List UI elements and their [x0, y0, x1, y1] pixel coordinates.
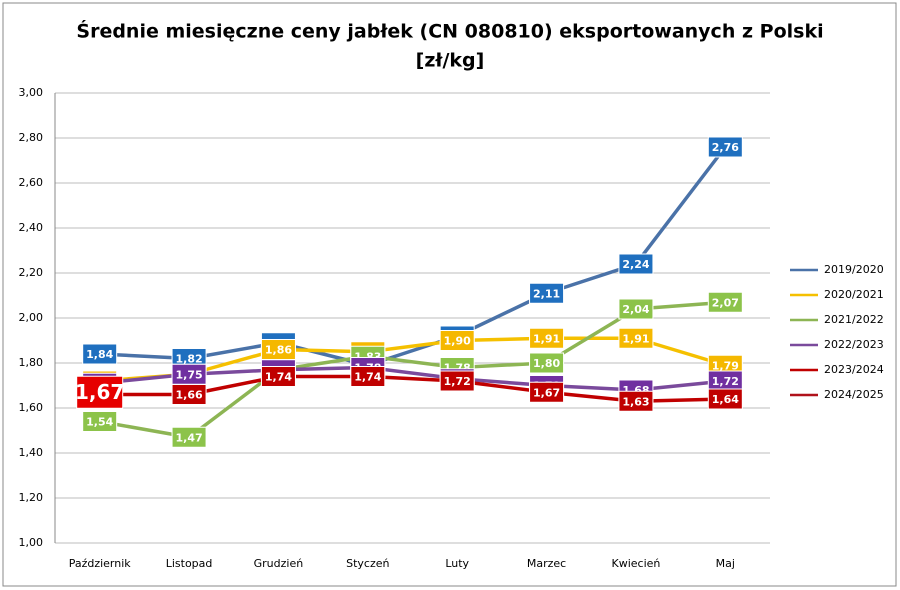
data-label: 1,74	[354, 371, 381, 384]
x-tick-label: Kwiecień	[611, 557, 660, 570]
data-label-box	[529, 381, 565, 403]
data-label-box	[439, 370, 475, 392]
x-tick-label: Maj	[716, 557, 735, 570]
y-tick-label: 2,60	[19, 176, 44, 189]
data-label: 1,64	[712, 393, 739, 406]
data-label-box	[707, 291, 743, 313]
data-label: 1,90	[444, 335, 471, 348]
chart-title: Średnie miesięczne ceny jabłek (CN 08081…	[76, 19, 823, 43]
y-tick-label: 2,20	[19, 266, 44, 279]
data-label: 2,11	[533, 287, 560, 300]
data-label: 1,72	[444, 375, 471, 388]
data-label-box	[260, 366, 296, 387]
data-label: 2,76	[712, 141, 739, 154]
legend-label: 2023/2024	[824, 363, 884, 376]
y-tick-label: 1,60	[19, 401, 44, 414]
data-label: 1,47	[175, 431, 202, 444]
x-tick-label: Grudzień	[254, 557, 304, 570]
data-label: 1,86	[265, 344, 292, 357]
data-label-box	[618, 298, 654, 320]
data-label: 1,66	[175, 389, 202, 402]
legend-label: 2019/2020	[824, 263, 884, 276]
data-label-box	[618, 390, 654, 412]
chart-title: [zł/kg]	[416, 50, 485, 72]
data-label-box	[529, 352, 565, 374]
data-label-box	[439, 330, 475, 351]
legend-label: 2022/2023	[824, 338, 884, 351]
data-label-box	[171, 384, 207, 405]
data-label-box	[618, 327, 654, 349]
y-tick-label: 1,40	[19, 446, 44, 459]
data-label: 2,07	[712, 296, 739, 309]
data-label: 1,91	[622, 332, 649, 345]
data-label-box	[76, 375, 124, 409]
data-label: 1,82	[175, 353, 202, 366]
data-label: 1,63	[622, 395, 649, 408]
data-label-box	[529, 282, 565, 304]
data-label-box	[707, 388, 743, 410]
data-label: 1,79	[712, 359, 739, 372]
data-label-box	[171, 426, 207, 448]
data-label: 1,84	[86, 348, 113, 361]
data-label: 2,24	[622, 258, 649, 271]
data-label: 1,67	[533, 386, 560, 399]
x-tick-label: Styczeń	[346, 557, 389, 570]
y-tick-label: 1,20	[19, 491, 44, 504]
legend-label: 2021/2022	[824, 313, 884, 326]
y-tick-label: 2,80	[19, 131, 44, 144]
x-tick-label: Październik	[69, 557, 132, 570]
data-label-box	[618, 253, 654, 275]
data-label: 2,04	[622, 303, 649, 316]
data-label-box	[529, 327, 565, 349]
x-tick-label: Marzec	[527, 557, 566, 570]
y-tick-label: 2,00	[19, 311, 44, 324]
data-label: 1,74	[265, 371, 292, 384]
data-label: 1,91	[533, 332, 560, 345]
data-label: 1,54	[86, 416, 113, 429]
legend-label: 2020/2021	[824, 288, 884, 301]
data-label-box	[707, 136, 743, 158]
data-label-box	[82, 411, 118, 432]
data-label: 1,67	[75, 380, 124, 404]
legend-label: 2024/2025	[824, 388, 884, 401]
x-tick-label: Listopad	[166, 557, 213, 570]
data-label: 1,80	[533, 357, 560, 370]
data-label-box	[82, 343, 118, 365]
y-tick-label: 1,80	[19, 356, 44, 369]
y-tick-label: 2,40	[19, 221, 44, 234]
data-label-box	[350, 366, 386, 387]
data-label: 1,75	[175, 368, 202, 381]
data-label: 1,72	[712, 375, 739, 388]
x-tick-label: Luty	[445, 557, 469, 570]
y-tick-label: 1,00	[19, 536, 44, 549]
y-tick-label: 3,00	[19, 86, 44, 99]
